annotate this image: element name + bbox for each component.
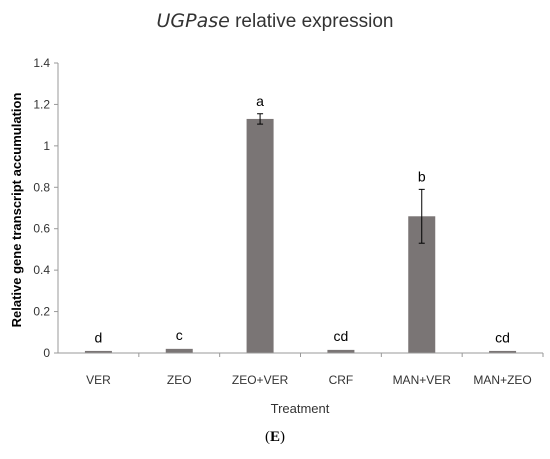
bar (327, 349, 355, 353)
bar-series: d c a cd b cd (84, 93, 517, 353)
chart-title-gene: UGPase (156, 10, 229, 32)
bar (165, 348, 193, 353)
x-tick-label: MAN+ZEO (473, 373, 531, 387)
panel-label-close: ) (280, 429, 285, 445)
x-tick-label: VER (86, 373, 111, 387)
y-tick-label: 0.6 (33, 222, 50, 236)
bar (246, 118, 274, 353)
x-axis-label: Treatment (271, 401, 330, 416)
significance-letter: cd (334, 328, 349, 344)
x-tick-label: ZEO (167, 373, 192, 387)
significance-letter: cd (495, 329, 510, 345)
significance-letter: b (418, 168, 426, 184)
y-tick-label: 0.2 (33, 305, 50, 319)
y-axis: 0 0.2 0.4 0.6 0.8 1 1.2 1.4 (33, 56, 59, 360)
y-tick-label: 1.4 (33, 56, 50, 70)
significance-letter: d (95, 329, 103, 345)
x-tick-label: ZEO+VER (232, 373, 289, 387)
y-axis-label: Relative gene transcript accumulation (9, 93, 24, 328)
significance-letter: a (256, 93, 264, 109)
chart-title: UGPase relative expression (156, 10, 393, 32)
y-tick-label: 1.2 (33, 97, 50, 111)
y-tick-label: 1 (43, 139, 50, 153)
bar (84, 350, 112, 353)
x-axis: VER ZEO ZEO+VER CRF MAN+VER MAN+ZEO (86, 353, 544, 387)
y-tick-label: 0.4 (33, 263, 50, 277)
panel-label-open: ( (264, 429, 270, 445)
chart-title-rest: relative expression (230, 11, 394, 32)
significance-letter: c (176, 327, 183, 343)
x-tick-label: CRF (329, 373, 354, 387)
y-tick-label: 0.8 (33, 180, 50, 194)
y-tick-label: 0 (43, 346, 50, 360)
x-tick-label: MAN+VER (393, 373, 452, 387)
bar (489, 350, 517, 353)
panel-label: (E) (0, 429, 550, 446)
panel-label-letter: E (269, 429, 280, 445)
